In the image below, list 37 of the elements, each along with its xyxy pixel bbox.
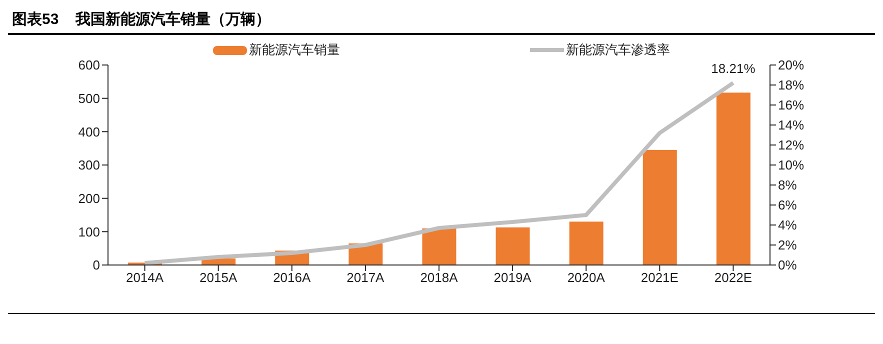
y-tick-label: 200 [78,190,100,206]
chart-title: 图表53 我国新能源汽车销量（万辆） [8,8,875,35]
y2-tick-label: 0% [778,258,798,273]
y2-tick-label: 12% [778,138,804,153]
x-tick-label: 2019A [494,270,532,286]
y2-tick-label: 18% [778,78,804,93]
bar [716,92,750,265]
x-tick-label: 2016A [273,270,312,286]
x-tick-label: 2018A [420,270,458,286]
y2-tick-label: 16% [778,98,804,113]
legend-label: 新能源汽车渗透率 [566,41,670,59]
x-tick-label: 2021E [640,270,679,286]
y-tick-label: 500 [78,90,100,106]
x-tick-label: 2015A [200,270,238,286]
legend-label: 新能源汽车销量 [249,41,340,59]
y2-tick-label: 10% [778,158,804,173]
y-tick-label: 100 [78,224,100,240]
y2-tick-label: 8% [778,178,798,193]
y2-tick-label: 20% [778,58,804,73]
line-series [142,80,736,265]
y-tick-label: 300 [78,158,100,173]
bar [569,222,604,265]
bar [496,227,530,265]
data-label: 18.21% [711,60,756,76]
x-tick-label: 2022E [714,270,752,286]
y2-tick-label: 14% [778,118,804,133]
bar [642,150,677,265]
y-tick-label: 0 [92,258,100,273]
y2-tick-label: 4% [778,218,798,233]
y-tick-label: 600 [78,58,100,73]
x-tick-label: 2014A [126,270,164,286]
y-tick-label: 400 [78,124,100,140]
y2-tick-label: 2% [778,238,798,253]
x-tick-label: 2017A [346,270,385,286]
bar [422,228,456,265]
x-tick-label: 2020A [567,270,606,286]
y2-tick-label: 6% [778,198,798,213]
